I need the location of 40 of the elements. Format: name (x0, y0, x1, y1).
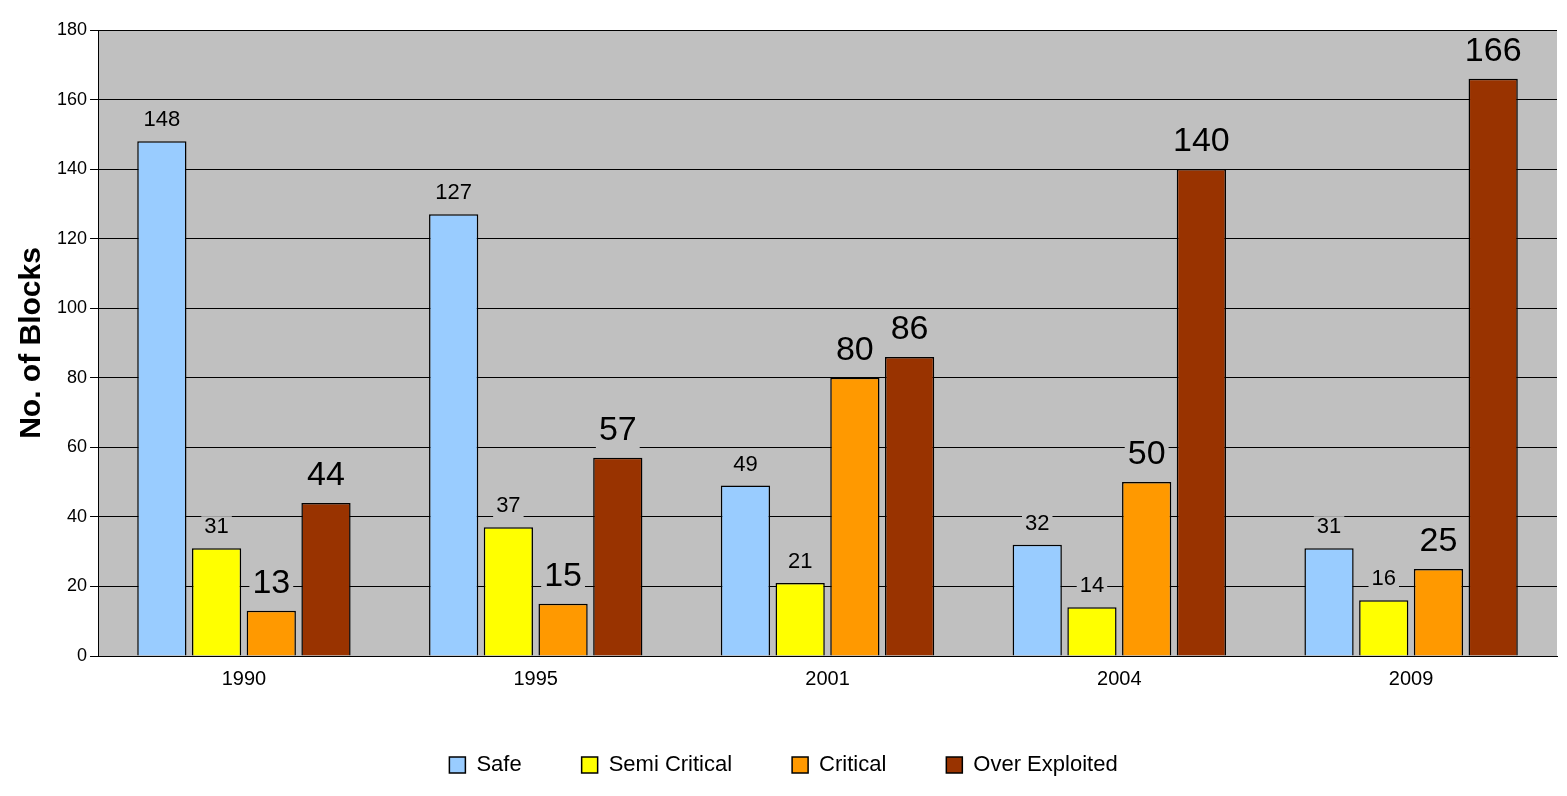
data-label: 57 (598, 409, 637, 448)
legend-label: Semi Critical (608, 751, 733, 777)
data-label: 127 (435, 179, 473, 205)
data-label: 49 (733, 450, 758, 476)
y-tick-label: 180 (56, 18, 88, 39)
y-tick-label: 60 (67, 436, 88, 457)
y-tick-label: 140 (56, 158, 88, 179)
data-label: 50 (1127, 433, 1166, 472)
data-label: 16 (1371, 565, 1396, 591)
y-tick-label: 20 (67, 575, 88, 596)
data-label: 25 (1419, 520, 1458, 559)
legend-label: Safe (476, 751, 522, 777)
y-tick-label: 120 (56, 227, 88, 248)
data-label: 13 (252, 562, 291, 601)
y-axis-title: No. of Blocks (13, 247, 47, 439)
data-label: 37 (496, 492, 521, 518)
x-tick-label: 1990 (221, 666, 267, 689)
data-label: 32 (1025, 509, 1050, 535)
data-label: 148 (143, 106, 181, 132)
data-label: 140 (1173, 120, 1230, 159)
data-label: 21 (787, 548, 813, 574)
y-tick-label: 40 (67, 505, 88, 526)
y-tick-label: 100 (56, 297, 88, 318)
data-label: 31 (204, 513, 229, 539)
x-tick-label: 2004 (1097, 666, 1142, 689)
y-tick-label: 0 (77, 644, 88, 665)
data-label: 86 (890, 308, 929, 347)
data-label: 80 (835, 329, 874, 368)
legend-label: Critical (819, 751, 887, 777)
data-label: 15 (544, 555, 582, 594)
y-tick-label: 80 (67, 366, 88, 387)
data-label: 166 (1464, 30, 1522, 69)
x-tick-label: 2009 (1388, 666, 1434, 689)
data-label: 44 (307, 454, 345, 493)
data-label: 31 (1316, 513, 1342, 539)
data-label: 14 (1079, 572, 1105, 598)
y-tick-label: 160 (56, 88, 88, 109)
x-tick-label: 2001 (805, 666, 850, 689)
x-tick-label: 1995 (513, 666, 558, 689)
legend-label: Over Exploited (973, 751, 1118, 777)
